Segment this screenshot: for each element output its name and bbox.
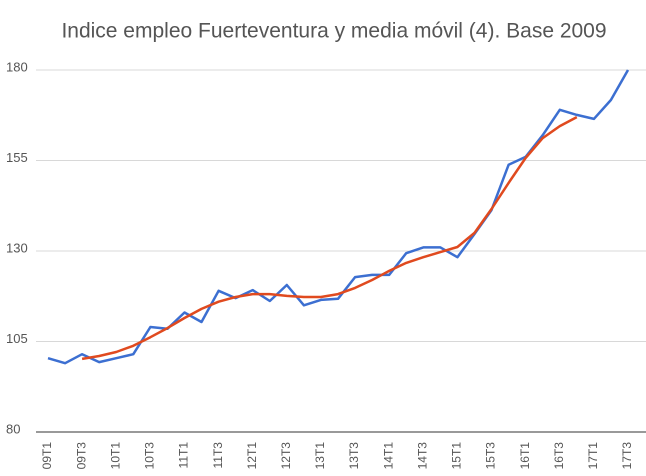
x-tick-label: 13T1	[313, 442, 327, 470]
series-line	[81, 115, 578, 361]
x-tick-label: 16T3	[552, 442, 566, 470]
x-tick-label: 17T3	[620, 442, 634, 470]
y-tick-label: 80	[6, 421, 20, 436]
y-tick-label: 180	[6, 59, 28, 74]
x-tick-label: 15T1	[450, 442, 464, 470]
x-tick-label: 12T3	[279, 442, 293, 470]
x-tick-label: 11T1	[177, 442, 191, 469]
x-tick-label: 10T1	[108, 442, 122, 470]
x-tick-label: 10T3	[143, 442, 157, 470]
x-tick-label: 14T3	[415, 442, 429, 470]
x-tick-label: 11T3	[211, 442, 225, 469]
x-tick-label: 16T1	[518, 442, 532, 470]
y-tick-label: 105	[6, 331, 28, 346]
y-tick-label: 155	[6, 150, 28, 165]
y-tick-label: 130	[6, 240, 28, 255]
chart-title: Indice empleo Fuerteventura y media móvi…	[61, 20, 606, 43]
x-tick-label: 09T1	[40, 442, 54, 470]
x-tick-label: 17T1	[586, 442, 600, 470]
x-tick-label: 14T1	[381, 442, 395, 470]
series-line	[47, 69, 630, 365]
x-tick-label: 15T3	[484, 442, 498, 470]
x-tick-label: 09T3	[74, 442, 88, 470]
x-tick-label: 12T1	[245, 442, 259, 470]
x-tick-label: 13T3	[347, 442, 361, 470]
